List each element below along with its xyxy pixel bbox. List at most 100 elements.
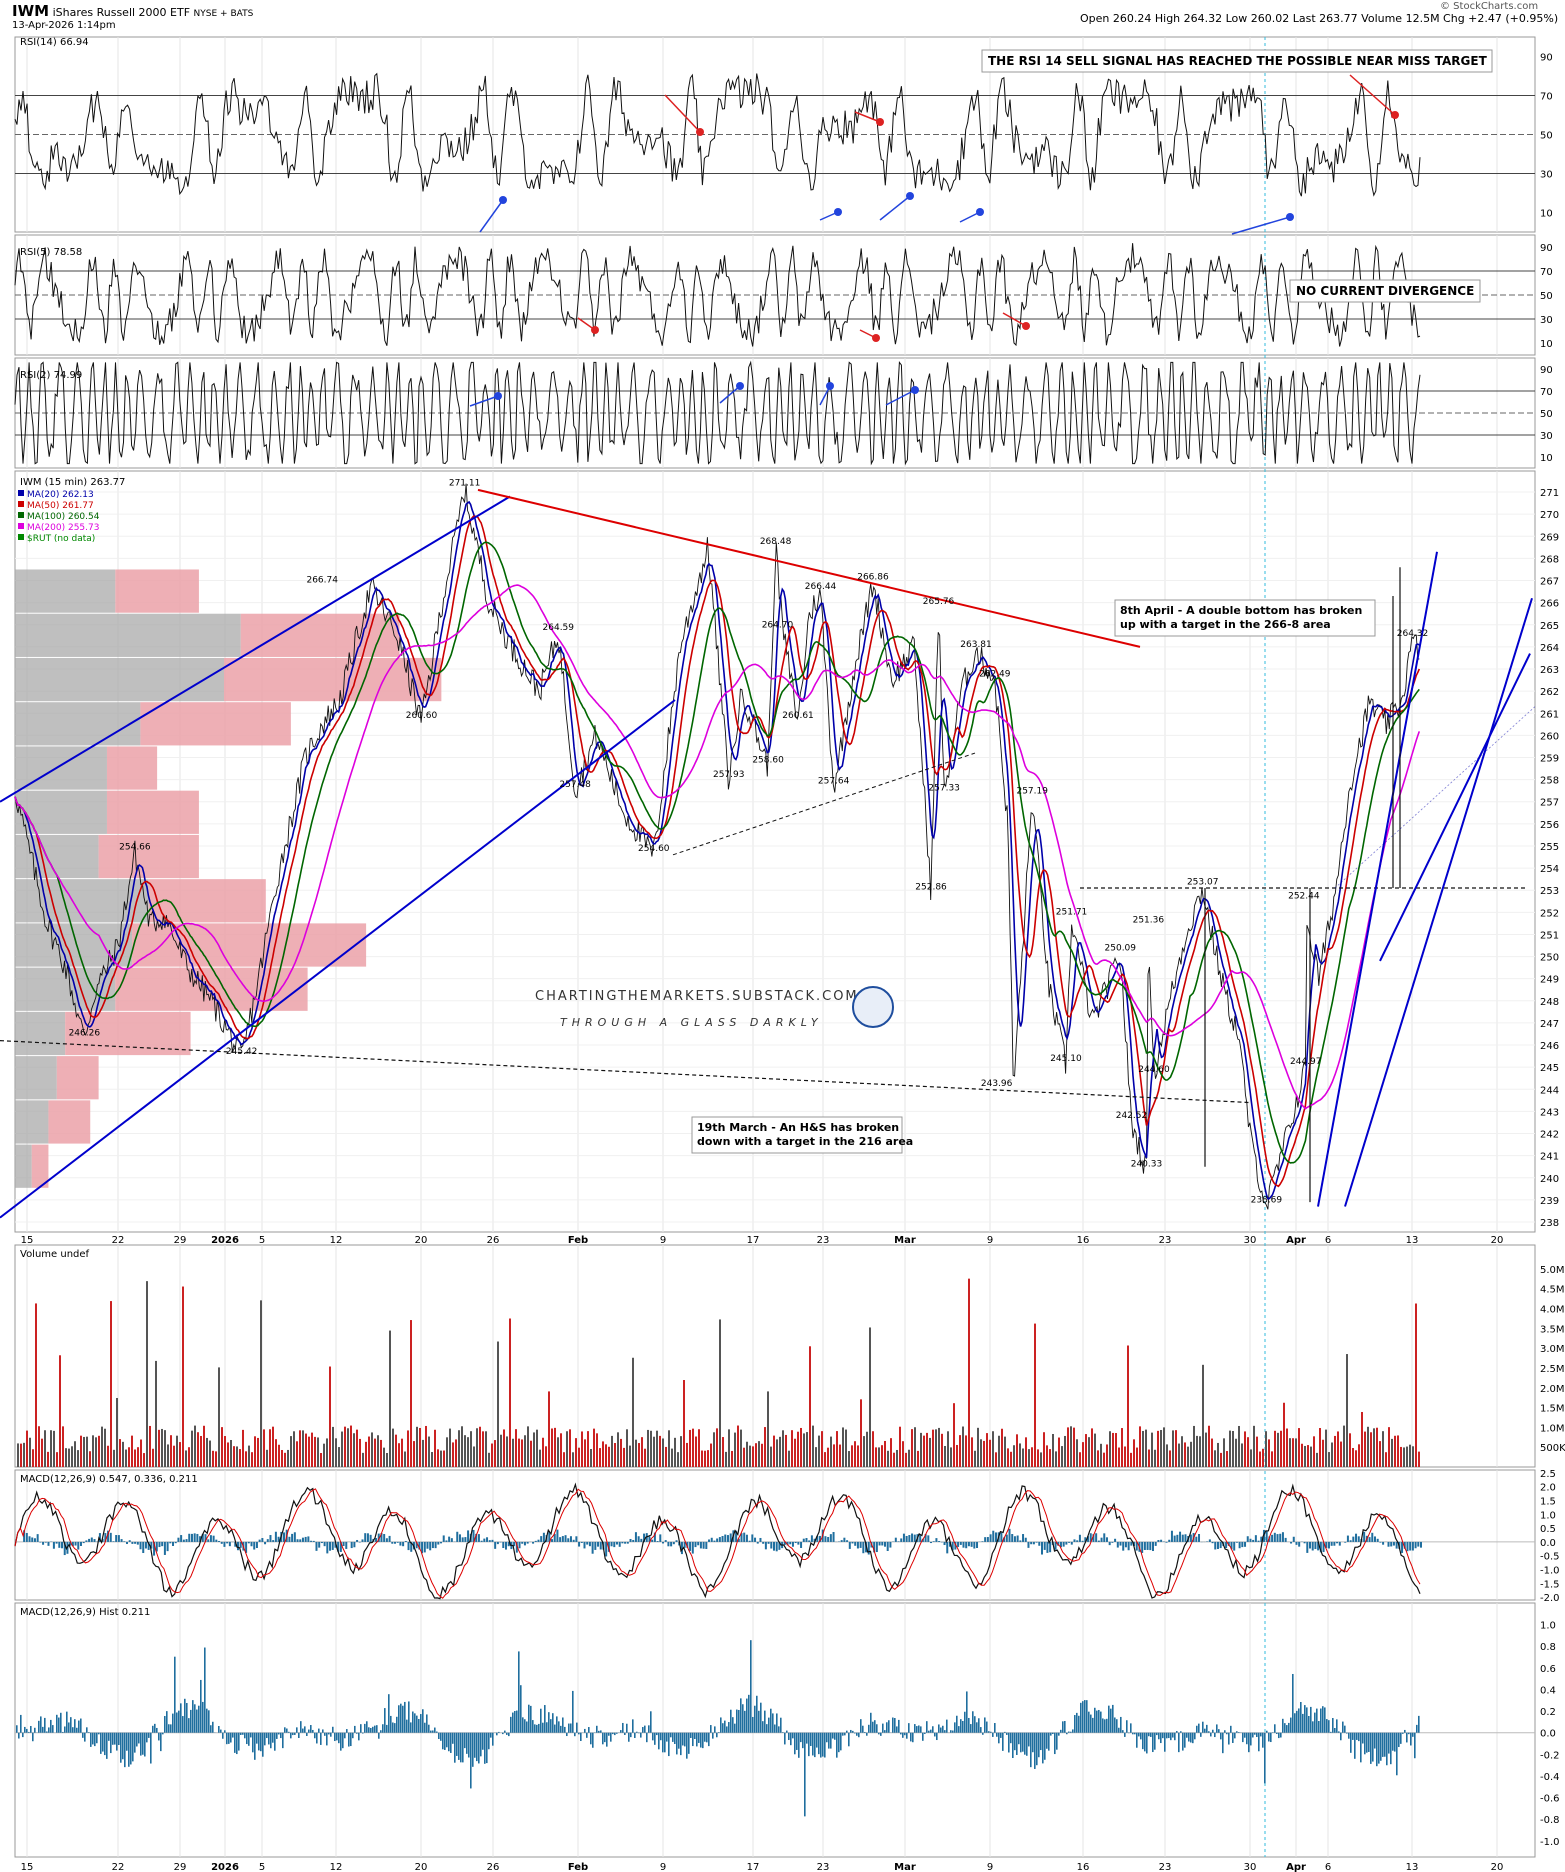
macd-hist-bar [399, 1541, 402, 1546]
volume-bar [764, 1427, 766, 1467]
macd-hist-bar [358, 1541, 361, 1543]
legend-label: MA(20) 262.13 [27, 490, 94, 500]
hist-bar [392, 1722, 394, 1733]
x-tick-label: 15 [21, 1862, 34, 1872]
volume-bar [1124, 1446, 1126, 1467]
hist-bar [1028, 1732, 1030, 1747]
volume-bar [1169, 1450, 1171, 1467]
rsi2-label: RSI(2) 74.99 [20, 370, 82, 381]
volume-bar [200, 1435, 202, 1467]
volume-bar [617, 1432, 619, 1467]
volume-bar [1283, 1402, 1285, 1467]
hist-bar [1090, 1714, 1092, 1733]
hist-bar [922, 1732, 924, 1741]
hist-bar [308, 1729, 310, 1733]
hist-bar [502, 1732, 504, 1735]
macd-hist-bar [513, 1541, 516, 1547]
macd-hist-bar [567, 1538, 570, 1542]
volume-bar [356, 1429, 358, 1467]
hist-bar [1158, 1732, 1160, 1740]
hist-bar [284, 1727, 286, 1733]
hist-bar [1410, 1732, 1412, 1746]
hist-bar [826, 1732, 828, 1743]
macd-hist-bar [247, 1541, 250, 1544]
hist-bar [1418, 1715, 1420, 1733]
volume-tick: 4.0M [1540, 1305, 1565, 1316]
hist-bar [1130, 1723, 1132, 1733]
volume-bar [785, 1434, 787, 1467]
macd-hist-bar [63, 1541, 66, 1556]
hist-bar [428, 1724, 430, 1733]
divergence-arrow [469, 395, 499, 407]
hist-bar [1040, 1732, 1042, 1751]
volume-bar [1340, 1441, 1342, 1467]
macd-hist-bar [429, 1541, 432, 1551]
hist-bar [814, 1732, 816, 1758]
macd-hist-bar [1165, 1541, 1168, 1543]
rsi2-tick: 90 [1540, 365, 1553, 376]
volume-bar [1289, 1438, 1291, 1467]
hist-bar [1278, 1732, 1280, 1739]
hist-bar [1174, 1732, 1176, 1741]
macd-hist-bar [442, 1535, 445, 1542]
price-tick: 255 [1540, 842, 1559, 853]
volume-bar [26, 1430, 28, 1467]
hist-bar [1192, 1732, 1194, 1744]
macd-hist-bar [967, 1541, 970, 1547]
rsi14-tick: 10 [1540, 209, 1553, 220]
volume-bar [77, 1450, 79, 1467]
hist-bar [884, 1730, 886, 1733]
macd-hist-bar [670, 1541, 673, 1547]
volume-bar [605, 1444, 607, 1467]
volume-bar [707, 1450, 709, 1467]
hist-bar [580, 1732, 582, 1741]
hist-bar [616, 1732, 618, 1734]
macd-hist-bar [1122, 1541, 1125, 1551]
macd-hist-bar [458, 1534, 461, 1542]
hist-bar [1246, 1732, 1248, 1745]
hist-bar [328, 1732, 330, 1735]
macd-hist-bar [970, 1541, 973, 1547]
hist-bar [1414, 1732, 1416, 1759]
macd-hist-bar [410, 1541, 413, 1552]
volume-bar [1034, 1323, 1036, 1467]
hist-bar [866, 1732, 868, 1736]
hist-bar [730, 1709, 732, 1733]
hist-bar [718, 1732, 720, 1733]
macd-hist-bar [1168, 1539, 1171, 1542]
divergence-arrowhead [872, 334, 880, 342]
volume-bar [842, 1427, 844, 1467]
hist-bar [532, 1720, 534, 1733]
volume-bar [647, 1429, 649, 1467]
rsi14-tick: 90 [1540, 53, 1553, 64]
macd-hist-bar [1230, 1541, 1233, 1550]
volume-bar [32, 1449, 34, 1467]
volume-bar [1343, 1425, 1345, 1467]
volume-bar [275, 1439, 277, 1467]
macd-hist-bar [648, 1536, 651, 1542]
hist-bar [286, 1728, 288, 1733]
macd-hist-bar [494, 1541, 497, 1549]
macd-hist-bar [846, 1540, 849, 1542]
volume-bar [725, 1451, 727, 1467]
macd-hist-bar [58, 1541, 61, 1548]
hist-bar [840, 1732, 842, 1751]
volume-bar [1025, 1437, 1027, 1467]
rsi2-line [14, 360, 1421, 466]
hist-bar [932, 1726, 934, 1733]
volume-bar [20, 1443, 22, 1467]
price-label: 252.44 [1288, 892, 1320, 902]
hist-bar [1052, 1732, 1054, 1735]
macd-hist-bar [542, 1532, 545, 1542]
hist-bar [414, 1713, 416, 1733]
hist-bar [1350, 1732, 1352, 1753]
macd-hist-bar [672, 1541, 675, 1545]
hist-bar [734, 1723, 736, 1733]
volume-by-price-pink [224, 657, 442, 702]
macd-hist-bar [437, 1541, 440, 1545]
rsi5-label: RSI(5) 78.58 [20, 247, 82, 258]
hist-bar [612, 1732, 614, 1735]
hist-bar [450, 1732, 452, 1753]
volume-bar [1241, 1443, 1243, 1467]
volume-bar [683, 1380, 685, 1467]
